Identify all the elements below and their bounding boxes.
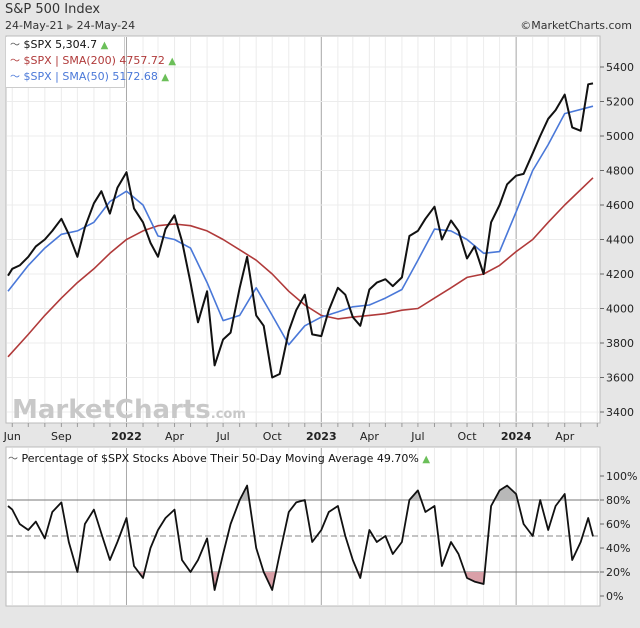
- breadth-line: [7, 484, 594, 591]
- x-tick-label: Apr: [555, 430, 575, 443]
- legend-spx: 〜 $SPX 5,304.7 ▲: [10, 38, 109, 51]
- y-tick-label: 3800: [606, 337, 634, 350]
- y-tick-label: 80%: [606, 494, 630, 507]
- x-tick-label: Sep: [51, 430, 72, 443]
- legend-sma200: 〜 $SPX | SMA(200) 4757.72 ▲: [10, 54, 177, 67]
- source-label: ©MarketCharts.com: [520, 19, 632, 32]
- y-tick-label: 5200: [606, 96, 634, 109]
- y-tick-label: 60%: [606, 518, 630, 531]
- x-tick-label: Oct: [458, 430, 478, 443]
- y-tick-label: 4000: [606, 303, 634, 316]
- x-tick-label: 2022: [111, 430, 142, 443]
- start-date: 24-May-21: [5, 19, 64, 32]
- breadth-legend: 〜 Percentage of $SPX Stocks Above Their …: [8, 452, 431, 465]
- date-range: 24-May-21 ▶ 24-May-24: [5, 19, 135, 32]
- up-arrow-icon: ▲: [422, 454, 431, 465]
- y-tick-label: 100%: [606, 470, 637, 483]
- price-panel: [5, 35, 601, 424]
- spx-price-line: [7, 82, 594, 379]
- line-chart-icon: 〜: [10, 56, 20, 67]
- sma200-line: [7, 177, 594, 358]
- up-arrow-icon: ▲: [168, 56, 177, 67]
- arrow-right-icon: ▶: [66, 22, 74, 31]
- line-chart-icon: 〜: [10, 40, 20, 51]
- chart-title: S&P 500 Index: [5, 2, 101, 17]
- x-tick-label: Jul: [410, 430, 424, 443]
- line-chart-icon: 〜: [8, 454, 18, 465]
- y-tick-label: 3600: [606, 372, 634, 385]
- end-date: 24-May-24: [76, 19, 136, 32]
- x-tick-label: Jun: [3, 430, 21, 443]
- up-arrow-icon: ▲: [161, 72, 170, 83]
- y-tick-label: 5400: [606, 61, 634, 74]
- watermark-logo: MarketCharts.com: [12, 395, 246, 425]
- x-tick-label: 2024: [501, 430, 532, 443]
- y-tick-label: 5000: [606, 130, 634, 143]
- x-tick-label: Oct: [263, 430, 283, 443]
- y-tick-label: 3400: [606, 406, 634, 419]
- y-tick-label: 0%: [606, 590, 623, 603]
- y-tick-label: 4400: [606, 234, 634, 247]
- price-legend: 〜 $SPX 5,304.7 ▲ 〜 $SPX | SMA(200) 4757.…: [6, 37, 177, 88]
- y-tick-label: 20%: [606, 566, 630, 579]
- line-chart-icon: 〜: [10, 72, 20, 83]
- y-tick-label: 4600: [606, 199, 634, 212]
- y-tick-label: 40%: [606, 542, 630, 555]
- x-tick-label: 2023: [306, 430, 337, 443]
- y-tick-label: 4800: [606, 165, 634, 178]
- x-tick-label: Apr: [360, 430, 380, 443]
- up-arrow-icon: ▲: [100, 40, 109, 51]
- x-tick-label: Apr: [165, 430, 185, 443]
- y-tick-label: 4200: [606, 268, 634, 281]
- oversold-fill: [8, 572, 593, 590]
- breadth-panel: [5, 446, 601, 607]
- x-tick-label: Jul: [215, 430, 229, 443]
- legend-sma50: 〜 $SPX | SMA(50) 5172.68 ▲: [10, 70, 170, 83]
